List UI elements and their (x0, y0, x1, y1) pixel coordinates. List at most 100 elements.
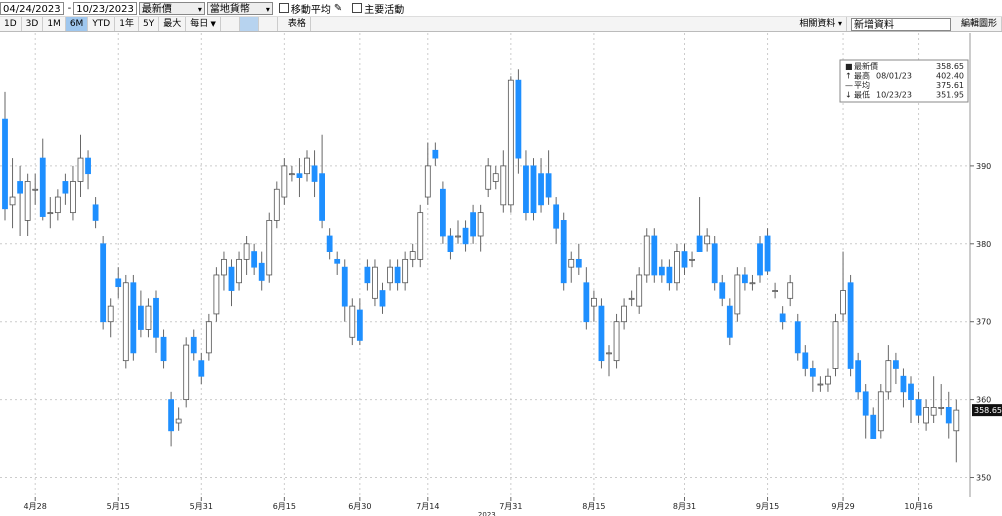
candle-body (92, 204, 99, 221)
candle-body (923, 407, 929, 424)
period-button[interactable]: 最大 (159, 17, 187, 31)
candle-body (613, 321, 620, 362)
legend-label: 最高 (854, 71, 870, 81)
candle-body (432, 149, 439, 159)
candle-body (379, 290, 386, 307)
candle-body (145, 305, 152, 330)
candle-body (160, 336, 167, 362)
start-date[interactable]: 04/24/2023 (0, 1, 64, 15)
checkbox[interactable] (352, 3, 363, 13)
candle-body (326, 235, 333, 252)
candle-body (364, 266, 371, 284)
last-price-box (972, 404, 1002, 417)
candle-body (258, 262, 265, 281)
candle-body (349, 305, 356, 338)
candle-body (666, 266, 673, 284)
candle-body (77, 157, 84, 182)
option[interactable]: 移動平均 (290, 4, 331, 16)
candle-body (908, 383, 914, 401)
tool-icon[interactable] (239, 17, 259, 31)
candle-body (651, 235, 658, 276)
x-tick-label: 7月14 (416, 502, 439, 511)
candle-body (591, 297, 597, 307)
candle-body (319, 173, 326, 221)
separator: - (67, 2, 72, 14)
legend-icon: — (845, 81, 853, 90)
currency[interactable]: 當地貨幣 (206, 1, 273, 15)
candle-body (840, 290, 846, 315)
candle-body (183, 344, 190, 401)
candle-body (17, 181, 24, 194)
legend-label: 最低 (854, 90, 870, 100)
toolbar-top: 04/24/2023 - 10/23/2023 最新價 當地貨幣 移動平均✎ 主… (0, 0, 1002, 16)
period-button[interactable]: 5Y (139, 17, 160, 31)
edit-button[interactable]: 編輯圖形 (957, 17, 1002, 31)
legend-date: 10/23/23 (876, 91, 912, 100)
x-tick-label: 10月16 (904, 502, 932, 511)
candle-body (757, 243, 763, 276)
candle-body (877, 391, 884, 432)
candle-body (606, 352, 612, 355)
candle-body (847, 282, 854, 369)
candle-body (734, 274, 741, 315)
candle-body (9, 196, 16, 206)
period-button[interactable]: 3D (22, 17, 44, 31)
legend-icon: ■ (845, 62, 853, 71)
table-button[interactable]: 表格 (284, 17, 311, 31)
last-price-label: 358.65 (974, 406, 1002, 415)
candle-body (802, 352, 809, 369)
candle-body (100, 243, 107, 323)
candle-body (809, 368, 816, 377)
option[interactable]: 主要活動 (364, 4, 405, 16)
period-button[interactable]: 6M (65, 17, 89, 31)
candle-body (130, 282, 137, 354)
candle-body (228, 266, 235, 291)
candle-body (674, 251, 680, 284)
end-date[interactable]: 10/23/2023 (73, 1, 137, 15)
tool-icon[interactable] (259, 17, 278, 31)
candle-body (643, 235, 650, 276)
related-button[interactable]: 相關資料 (795, 17, 847, 31)
candle-body (341, 266, 348, 307)
tool-icon[interactable] (221, 17, 240, 31)
candle-body (568, 258, 575, 268)
period-button[interactable]: YTD (88, 17, 116, 31)
candle-body (153, 297, 159, 338)
candle-body (560, 220, 567, 284)
candle-body (885, 360, 892, 393)
candle-body (530, 165, 537, 214)
candle-body (628, 297, 635, 300)
legend-label: 最新價 (854, 61, 878, 71)
pencil-icon[interactable]: ✎ (333, 2, 343, 14)
candle-body (930, 407, 937, 416)
period-button[interactable]: 1年 (115, 17, 139, 31)
x-tick-label: 7月31 (499, 502, 522, 511)
candle-body (334, 258, 341, 264)
candle-body (492, 173, 499, 182)
y-tick-label: 350 (976, 474, 991, 483)
period-button[interactable]: 1M (43, 17, 66, 31)
period-button[interactable]: 1D (0, 17, 22, 31)
checkbox[interactable] (278, 3, 289, 13)
candle-body (462, 227, 469, 245)
candle-body (409, 251, 416, 260)
candle-body (115, 278, 122, 288)
candle-body (372, 266, 378, 299)
y-tick-label: 360 (976, 396, 991, 405)
candle-body (122, 282, 129, 362)
candle-body (893, 360, 899, 369)
frequency[interactable]: 每日 (186, 17, 221, 31)
candle-body (817, 383, 824, 386)
candle-body (658, 266, 665, 276)
candle-body (417, 212, 424, 260)
candle-body (953, 409, 960, 432)
y-tick-label: 380 (976, 240, 991, 249)
add-data[interactable]: 新增資料 (850, 17, 951, 31)
x-tick-label: 6月15 (273, 502, 296, 511)
y-tick-label: 390 (976, 162, 991, 171)
candle-body (32, 188, 39, 191)
candle-body (424, 165, 431, 198)
price-field[interactable]: 最新價 (138, 1, 205, 15)
